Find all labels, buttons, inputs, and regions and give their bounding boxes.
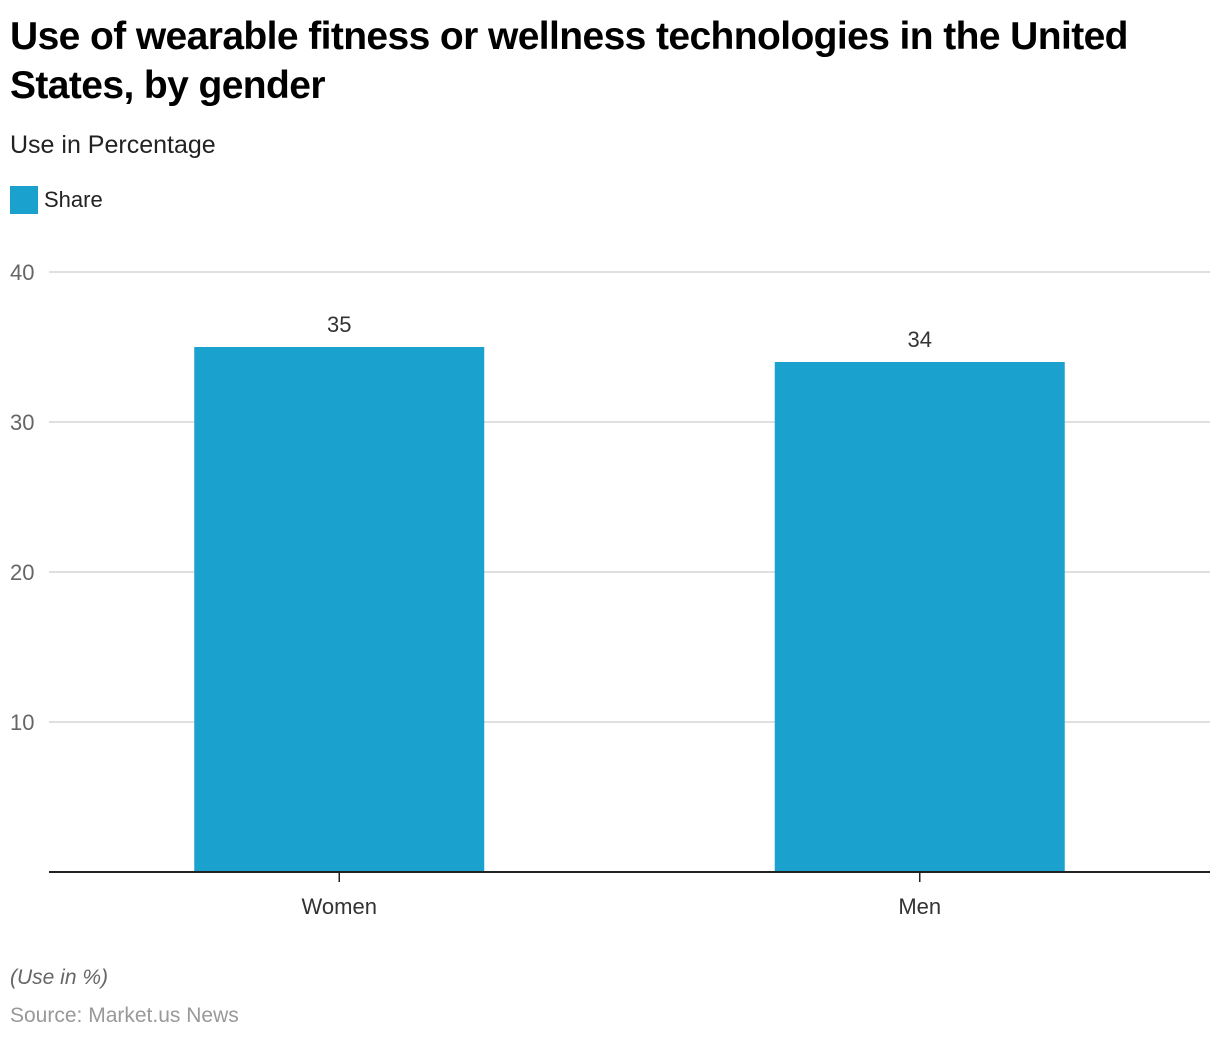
y-tick-label: 40 [10,260,34,285]
bars [194,347,1065,872]
bar-women [194,347,485,872]
y-tick-label: 30 [10,410,34,435]
source-note: Source: Market.us News [10,1004,239,1027]
legend: Share [10,186,103,214]
data-label: 35 [327,312,351,337]
y-tick-label: 10 [10,710,34,735]
y-axis-tick-labels: 10 20 30 40 [10,260,34,735]
x-tick-label: Women [302,894,377,919]
legend-swatch-share [10,186,38,214]
x-axis: Women Men [49,871,1210,919]
bar-men [774,362,1065,872]
x-tick-label: Men [898,894,941,919]
footnote: (Use in %) [10,966,109,989]
chart-subtitle: Use in Percentage [10,131,216,159]
data-labels: 35 34 [327,312,932,352]
legend-label-share: Share [44,187,103,212]
chart-title: Use of wearable fitness or wellness tech… [10,15,1129,107]
data-label: 34 [908,327,932,352]
y-tick-label: 20 [10,560,34,585]
